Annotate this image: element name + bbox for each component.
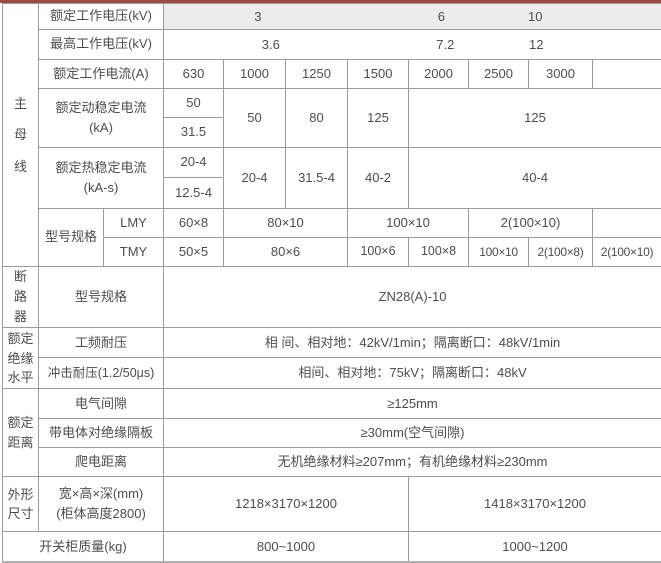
barrier-label: 带电体对绝缘隔板	[39, 419, 164, 448]
table-row: 额定动稳定电流 (kA) 50 50 80 125 125	[3, 89, 661, 118]
cell-value: 50	[164, 89, 224, 118]
rated-voltage-3kv: 3	[254, 8, 261, 24]
cell-value: 1500	[348, 60, 409, 89]
table-row: 额定工作电流(A) 630 1000 1250 1500 2000 2500 3…	[3, 60, 661, 89]
rated-voltage-label: 额定工作电压(kV)	[39, 4, 164, 30]
cell-value: 2000	[409, 60, 469, 89]
cell-value: 1000	[224, 60, 286, 89]
table-row: 外形尺寸 宽×高×深(mm) (柜体高度2800) 1218×3170×1200…	[3, 477, 661, 532]
max-voltage-12kv: 12	[529, 36, 543, 52]
cell-value: 80×6	[224, 238, 348, 267]
cell-value: 800~1000	[164, 532, 409, 562]
dynamic-current-unit: (kA)	[39, 118, 163, 138]
barrier-value: ≥30mm(空气间隙)	[164, 419, 661, 448]
group-busbar-label: 主母线	[14, 88, 28, 182]
busbar-model-label: 型号规格	[39, 209, 104, 267]
thermal-current-unit: (kA-s)	[39, 178, 163, 198]
table-row: 爬电距离 无机绝缘材料≥207mm；有机绝缘材料≥230mm	[3, 448, 661, 477]
pf-withstand-value: 相 间、相对地：42kV/1min；隔离断口：48kV/1min	[164, 328, 661, 358]
table-row: 型号规格 LMY 60×8 80×10 100×10 2(100×10)	[3, 209, 661, 238]
cell-value: 40-4	[409, 148, 661, 209]
rated-voltage-10kv: 10	[528, 8, 542, 24]
cell-value: 40-2	[348, 148, 409, 209]
group-dimension: 外形尺寸	[3, 477, 39, 532]
cell-value: 50	[224, 89, 286, 148]
table-row: 主母线 额定工作电压(kV) 3 6 10	[3, 4, 661, 30]
cell-value: 2500	[469, 60, 529, 89]
max-voltage-7.2kv: 7.2	[436, 36, 454, 52]
creepage-value: 无机绝缘材料≥207mm；有机绝缘材料≥230mm	[164, 448, 661, 477]
group-insulation-label: 额定绝缘水平	[6, 329, 36, 388]
group-distance: 额定距离	[3, 389, 39, 477]
max-voltage-values: 3.6 7.2 12	[164, 30, 661, 60]
cell-value-empty	[593, 60, 661, 89]
cell-value: 1418×3170×1200	[409, 477, 661, 532]
cell-value: 60×8	[164, 209, 224, 238]
table-row: 额定热稳定电流 (kA-s) 20-4 20-4 31.5-4 40-2 40-…	[3, 148, 661, 178]
cell-value: 100×10	[469, 238, 529, 267]
table-row: 断路器 型号规格 ZN28(A)-10	[3, 267, 661, 328]
cell-value: 80	[286, 89, 348, 148]
rated-voltage-6kv: 6	[438, 8, 445, 24]
group-insulation: 额定绝缘水平	[3, 328, 39, 389]
cell-value: 20-4	[164, 148, 224, 178]
dimensions-label: 宽×高×深(mm) (柜体高度2800)	[39, 477, 164, 532]
cell-value: 2(100×10)	[469, 209, 593, 238]
table-row: 额定距离 电气间隙 ≥125mm	[3, 389, 661, 419]
table-row: 冲击耐压(1.2/50μs) 相间、相对地：75kV；隔离断口：48kV	[3, 358, 661, 389]
table-row: 带电体对绝缘隔板 ≥30mm(空气间隙)	[3, 419, 661, 448]
cell-value: 100×6	[348, 238, 409, 267]
cell-value: 1000~1200	[409, 532, 661, 562]
cell-value-empty	[593, 209, 661, 238]
group-busbar: 主母线	[3, 4, 39, 267]
dynamic-current-label-text: 额定动稳定电流	[39, 98, 163, 118]
spec-table: 主母线 额定工作电压(kV) 3 6 10 最高工作电压(kV) 3.6 7.2…	[2, 3, 661, 563]
clearance-value: ≥125mm	[164, 389, 661, 419]
cell-value: 3000	[529, 60, 593, 89]
rated-voltage-values: 3 6 10	[164, 4, 661, 30]
max-voltage-3.6kv: 3.6	[262, 36, 280, 52]
cell-value: 125	[409, 89, 661, 148]
cell-value: 80×10	[224, 209, 348, 238]
dimensions-label-note: (柜体高度2800)	[39, 504, 163, 524]
clearance-label: 电气间隙	[39, 389, 164, 419]
breaker-model-label: 型号规格	[39, 267, 164, 328]
cell-value: 100×10	[348, 209, 469, 238]
thermal-current-label-text: 额定热稳定电流	[39, 158, 163, 178]
group-dimension-label: 外形尺寸	[6, 485, 36, 524]
creepage-label: 爬电距离	[39, 448, 164, 477]
table-row: 开关柜质量(kg) 800~1000 1000~1200	[3, 532, 661, 562]
cell-value: 50×5	[164, 238, 224, 267]
dynamic-current-label: 额定动稳定电流 (kA)	[39, 89, 164, 148]
cell-value: 2(100×8)	[529, 238, 593, 267]
cell-value: 1250	[286, 60, 348, 89]
dimensions-label-text: 宽×高×深(mm)	[39, 484, 163, 504]
group-breaker-label: 断路器	[14, 267, 28, 327]
cell-value: 31.5	[164, 118, 224, 148]
table-row: 最高工作电压(kV) 3.6 7.2 12	[3, 30, 661, 60]
impulse-withstand-label: 冲击耐压(1.2/50μs)	[39, 358, 164, 389]
cell-value: 1218×3170×1200	[164, 477, 409, 532]
cell-value: 2(100×10)	[593, 238, 661, 267]
thermal-current-label: 额定热稳定电流 (kA-s)	[39, 148, 164, 209]
table-row: 额定绝缘水平 工频耐压 相 间、相对地：42kV/1min；隔离断口：48kV/…	[3, 328, 661, 358]
cell-value: 31.5-4	[286, 148, 348, 209]
group-distance-label: 额定距离	[6, 413, 36, 452]
cell-value: 630	[164, 60, 224, 89]
breaker-model-value: ZN28(A)-10	[164, 267, 661, 328]
busbar-lmy-label: LMY	[104, 209, 164, 238]
group-breaker: 断路器	[3, 267, 39, 328]
weight-label: 开关柜质量(kg)	[3, 532, 164, 562]
cell-value: 100×8	[409, 238, 469, 267]
cell-value: 20-4	[224, 148, 286, 209]
max-voltage-label: 最高工作电压(kV)	[39, 30, 164, 60]
busbar-tmy-label: TMY	[104, 238, 164, 267]
pf-withstand-label: 工频耐压	[39, 328, 164, 358]
cell-value: 125	[348, 89, 409, 148]
cell-value: 12.5-4	[164, 178, 224, 209]
impulse-withstand-value: 相间、相对地：75kV；隔离断口：48kV	[164, 358, 661, 389]
rated-current-label: 额定工作电流(A)	[39, 60, 164, 89]
